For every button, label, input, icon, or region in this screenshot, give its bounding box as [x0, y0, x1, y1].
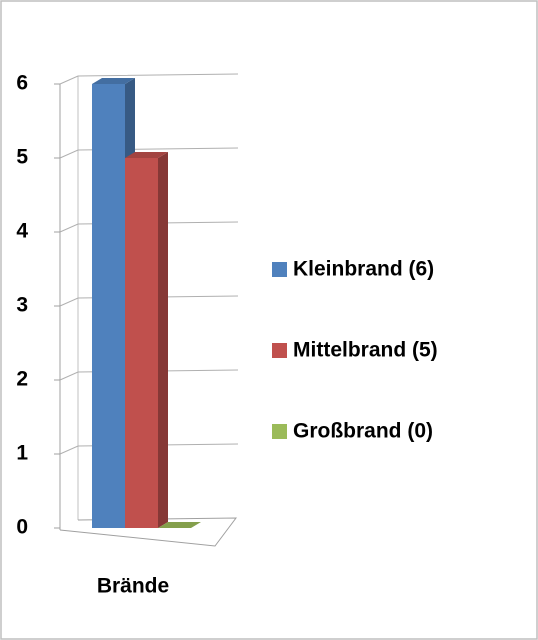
bar-top — [92, 78, 135, 84]
y-tick-label: 0 — [16, 516, 28, 539]
x-tick-label: Brände — [97, 575, 169, 598]
legend-label: Großbrand (0) — [293, 420, 433, 443]
bar — [125, 158, 158, 528]
y-tick-label: 5 — [16, 146, 28, 169]
y-tick-label: 2 — [16, 368, 28, 391]
legend-label: Kleinbrand (6) — [293, 258, 434, 281]
grid-line — [59, 147, 239, 159]
bar-top — [125, 152, 168, 158]
y-tick-label: 6 — [16, 72, 28, 95]
legend-swatch — [272, 343, 287, 358]
y-tick-label: 4 — [16, 220, 28, 243]
bar — [92, 84, 125, 528]
bar-top — [158, 522, 201, 528]
grid-line — [59, 73, 239, 85]
y-tick-label: 1 — [16, 442, 28, 465]
bar-side — [158, 152, 168, 528]
grid-line — [59, 443, 239, 455]
legend-swatch — [272, 424, 287, 439]
grid-line — [59, 221, 239, 233]
grid-line — [59, 369, 239, 381]
y-tick-label: 3 — [16, 294, 28, 317]
legend-swatch — [272, 262, 287, 277]
legend-label: Mittelbrand (5) — [293, 339, 438, 362]
grid-line — [59, 295, 239, 307]
